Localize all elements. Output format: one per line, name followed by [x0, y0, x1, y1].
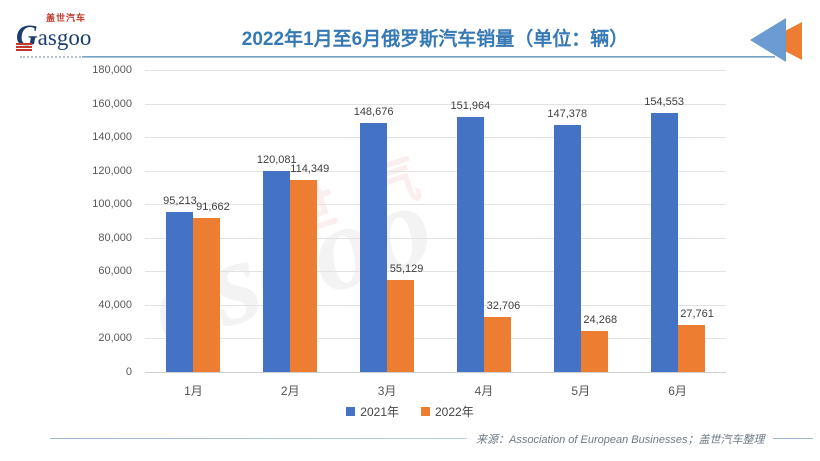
bar-2021年-5月 [553, 124, 581, 372]
y-axis-tick-label: 120,000 [92, 164, 132, 177]
bar-2022年-1月 [193, 218, 221, 372]
legend-item-2021年: 2021年 [346, 403, 399, 420]
bar-2021年-3月 [360, 122, 388, 372]
y-axis-tick-label: 100,000 [92, 198, 132, 211]
bar-2021年-1月 [166, 212, 194, 372]
x-axis-tick-label: 3月 [377, 384, 397, 398]
x-axis-tick-label: 1月 [184, 384, 203, 398]
gridline [145, 170, 726, 172]
gridline [145, 338, 726, 340]
corner-arrows-icon [750, 18, 802, 62]
gridline [145, 372, 726, 373]
y-axis-tick-label: 180,000 [92, 64, 132, 76]
chart-title: 2022年1月至6月俄罗斯汽车销量（单位：辆） [241, 29, 629, 50]
bar-value-label: 91,662 [196, 201, 230, 214]
legend-label: 2022年 [435, 405, 474, 419]
bar-2021年-4月 [456, 117, 484, 372]
y-axis-tick-label: 80,000 [98, 231, 132, 244]
title-underline [82, 56, 775, 58]
legend-swatch [421, 407, 430, 416]
bar-2022年-6月 [677, 325, 705, 372]
bar-2022年-2月 [290, 180, 318, 372]
logo-wordmark: Gasgoo [16, 21, 126, 54]
bar-value-label: 32,706 [486, 300, 521, 313]
logo-stripes-decoration [16, 42, 32, 51]
bar-2022年-5月 [580, 331, 608, 372]
gridline [145, 204, 726, 206]
y-axis-tick-label: 140,000 [92, 131, 132, 144]
legend-swatch [346, 407, 356, 416]
bar-value-label: 148,676 [353, 105, 394, 118]
bar-value-label: 55,129 [389, 262, 424, 275]
bar-value-label: 154,553 [644, 95, 684, 108]
legend-item-2022年: 2022年 [421, 403, 474, 420]
bar-2022年-3月 [387, 279, 415, 372]
gridline [145, 304, 726, 306]
gridline [145, 237, 726, 239]
logo-chinese-text: 盖世汽车 [46, 13, 87, 23]
bar-2021年-6月 [650, 112, 678, 372]
x-axis-tick-label: 5月 [571, 384, 591, 398]
bar-value-label: 114,349 [290, 163, 330, 176]
legend-label: 2021年 [360, 405, 399, 419]
bar-value-label: 27,761 [680, 308, 714, 321]
gasgoo-logo: 盖世汽车 Gasgoo [16, 14, 126, 58]
gridline [145, 271, 726, 273]
gridline [145, 103, 726, 105]
x-axis-tick-label: 2月 [280, 384, 300, 398]
y-axis-tick-label: 160,000 [92, 97, 132, 110]
source-divider-right [773, 438, 813, 439]
chart-legend: 2021年 2022年 [0, 403, 820, 420]
x-axis-tick-label: 6月 [668, 384, 687, 398]
bar-value-label: 147,378 [547, 107, 588, 120]
bar-value-label: 120,081 [256, 153, 297, 166]
x-axis-tick-label: 4月 [474, 384, 494, 398]
logo-tagline [20, 56, 112, 58]
gridline [145, 70, 726, 71]
y-axis-tick-label: 60,000 [98, 265, 132, 278]
y-axis-tick-label: 20,000 [98, 332, 132, 345]
bar-value-label: 95,213 [163, 195, 197, 208]
y-axis-tick-label: 0 [125, 366, 132, 378]
y-axis-tick-label: 40,000 [98, 298, 132, 311]
source-divider-left [50, 438, 467, 439]
bar-2022年-4月 [483, 317, 511, 372]
gridline [145, 137, 726, 139]
source-text: 来源：Association of European Businesses；盖世… [476, 434, 765, 446]
logo-rest-letters: asgoo [37, 25, 92, 50]
bar-2021年-2月 [263, 170, 291, 372]
bar-value-label: 24,268 [583, 314, 618, 327]
bar-value-label: 151,964 [450, 100, 491, 113]
